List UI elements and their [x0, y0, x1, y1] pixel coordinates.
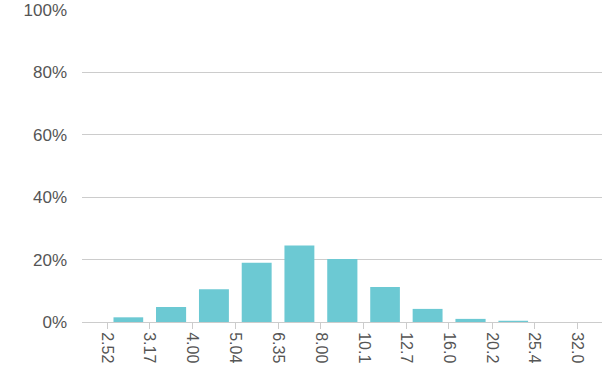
svg-text:40%: 40%: [33, 188, 67, 207]
svg-text:32.0: 32.0: [569, 332, 586, 363]
svg-text:0%: 0%: [42, 313, 67, 332]
svg-text:100%: 100%: [24, 1, 67, 20]
svg-text:25.4: 25.4: [526, 332, 543, 363]
svg-text:6.35: 6.35: [270, 332, 287, 363]
svg-text:20%: 20%: [33, 251, 67, 270]
svg-text:60%: 60%: [33, 126, 67, 145]
svg-text:12.7: 12.7: [398, 332, 415, 363]
svg-text:10.1: 10.1: [356, 332, 373, 363]
svg-text:4.00: 4.00: [184, 332, 201, 363]
svg-text:16.0: 16.0: [441, 332, 458, 363]
svg-text:20.2: 20.2: [484, 332, 501, 363]
svg-text:8.00: 8.00: [313, 332, 330, 363]
svg-text:3.17: 3.17: [141, 332, 158, 363]
svg-text:2.52: 2.52: [99, 332, 116, 363]
svg-text:80%: 80%: [33, 63, 67, 82]
svg-text:5.04: 5.04: [227, 332, 244, 363]
